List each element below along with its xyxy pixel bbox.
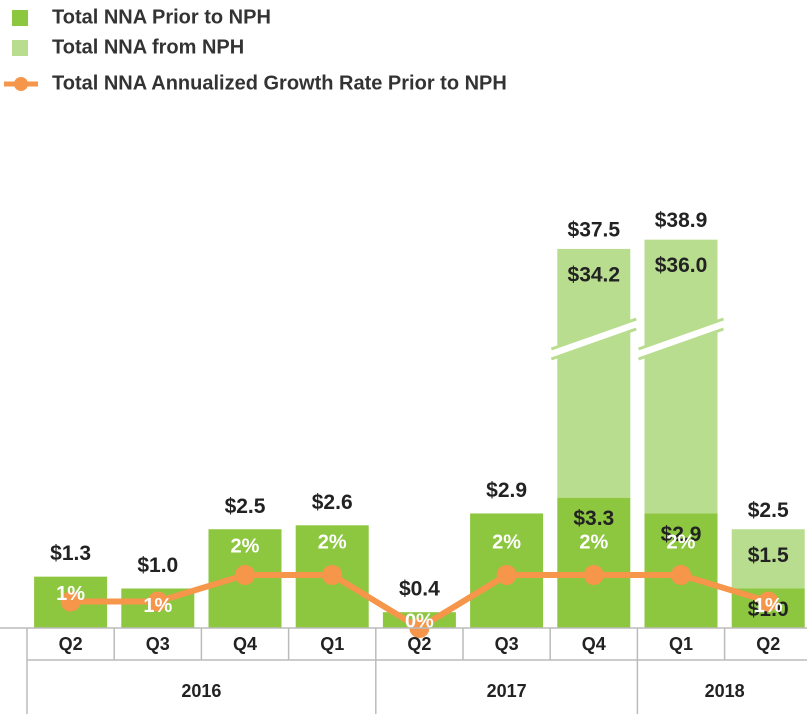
bar <box>644 239 718 514</box>
value-label: $2.9 <box>486 479 527 502</box>
bar <box>557 248 631 498</box>
value-label: $3.3 <box>573 507 614 530</box>
rate-label: 2% <box>231 536 260 558</box>
value-label: $2.9 <box>661 523 702 546</box>
bar <box>731 529 805 589</box>
axis-break <box>551 319 637 359</box>
x-tick-label: Q2 <box>407 634 431 654</box>
value-label: $1.5 <box>748 544 789 567</box>
value-label: $0.4 <box>399 578 440 601</box>
value-label: $34.2 <box>568 263 621 286</box>
x-tick-label: Q4 <box>233 634 257 654</box>
line-marker <box>235 565 255 585</box>
rate-label: 1% <box>143 595 172 617</box>
line-marker <box>60 591 81 612</box>
axis-break-edge <box>638 327 724 361</box>
legend-label: Total NNA Prior to NPH <box>52 6 271 28</box>
legend-label: Total NNA Annualized Growth Rate Prior t… <box>52 72 507 94</box>
line-marker <box>671 565 691 585</box>
value-label: $36.0 <box>655 254 708 277</box>
axis-break-edge <box>638 317 724 351</box>
legend-swatch <box>12 10 28 26</box>
axis-break <box>638 319 724 359</box>
axis-break-edge <box>550 317 637 351</box>
rate-label: 1% <box>56 583 85 605</box>
line-marker <box>496 565 517 585</box>
x-tick-label: Q3 <box>146 634 170 654</box>
year-label: 2018 <box>705 681 745 701</box>
x-tick-label: Q3 <box>495 634 519 654</box>
x-tick-label: Q2 <box>756 634 780 654</box>
legend-swatch <box>12 40 28 56</box>
total-label: $2.5 <box>748 499 789 522</box>
value-label: $2.6 <box>312 491 353 514</box>
value-label: $1.0 <box>137 554 178 577</box>
bar <box>557 497 631 628</box>
x-tick-label: Q4 <box>582 634 606 654</box>
line-marker <box>583 565 604 585</box>
value-label: $2.5 <box>225 495 266 518</box>
rate-label: 2% <box>667 531 696 553</box>
total-label: $38.9 <box>655 209 708 232</box>
total-label: $37.5 <box>568 218 621 241</box>
rate-label: 0% <box>405 610 434 632</box>
legend-marker <box>14 77 28 91</box>
legend-label: Total NNA from NPH <box>52 36 244 58</box>
x-tick-label: Q1 <box>320 634 344 654</box>
axis-break-edge <box>550 327 637 361</box>
line-marker <box>322 565 343 585</box>
value-label: $1.3 <box>50 542 91 565</box>
x-tick-label: Q2 <box>59 634 83 654</box>
year-label: 2016 <box>181 681 221 701</box>
x-tick-label: Q1 <box>669 634 693 654</box>
rate-label: 1% <box>754 595 783 617</box>
rate-label: 2% <box>579 531 608 553</box>
rate-label: 2% <box>492 531 521 553</box>
line-marker <box>758 591 779 612</box>
year-label: 2017 <box>487 681 527 701</box>
line-marker <box>147 591 168 612</box>
rate-label: 2% <box>318 532 347 554</box>
